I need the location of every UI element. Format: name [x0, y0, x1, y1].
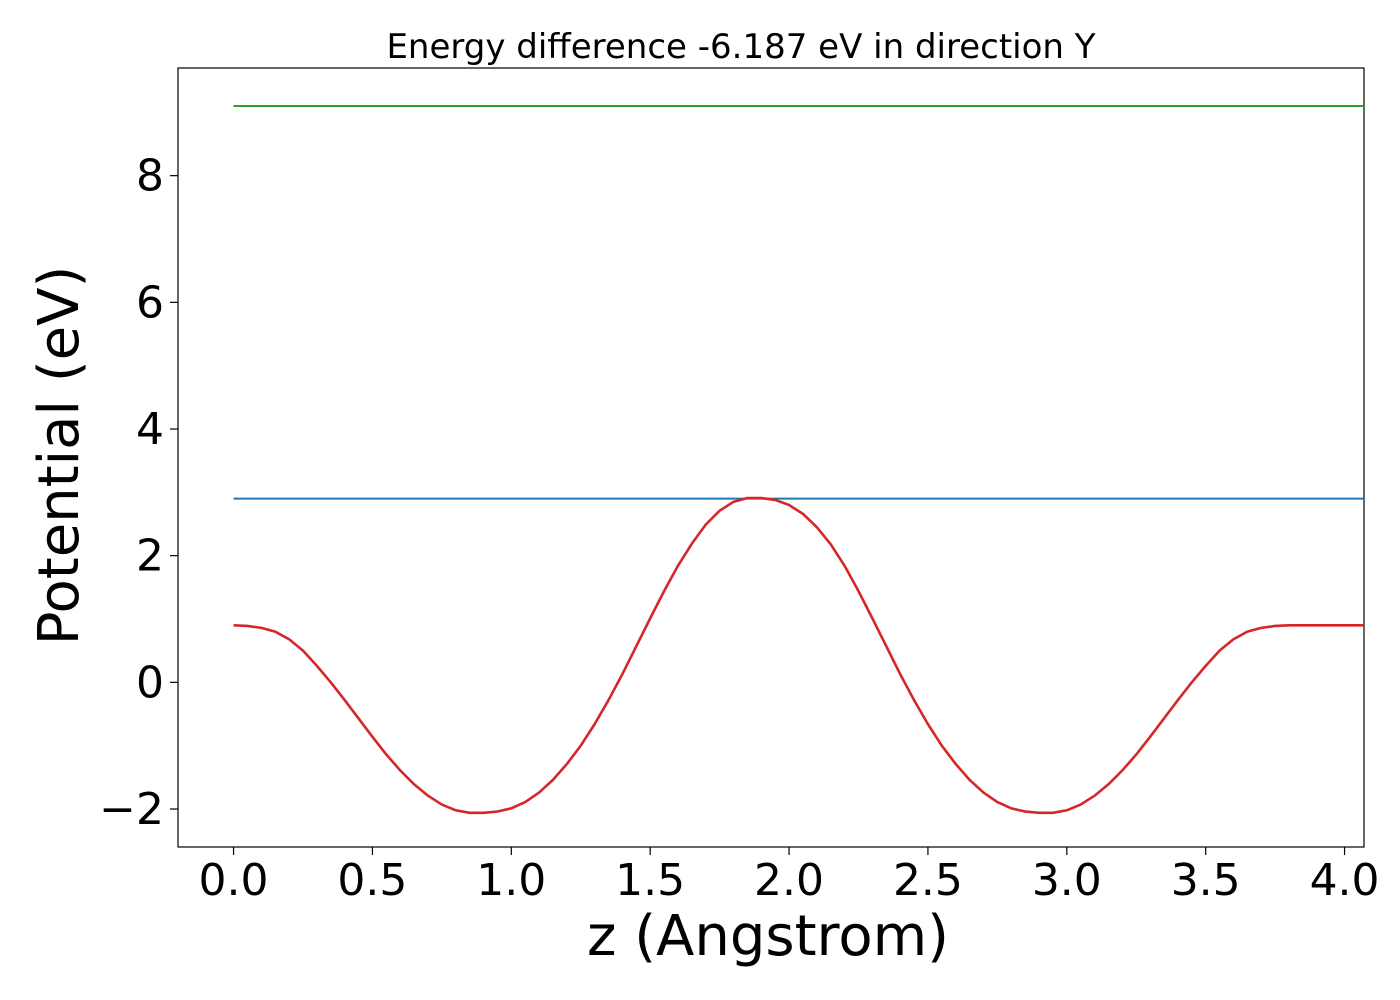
x-tick-label: 2.0	[754, 855, 824, 906]
x-tick-label: 1.0	[476, 855, 546, 906]
y-axis-label: Potential (eV)	[27, 266, 92, 646]
x-tick-label: 0.5	[337, 855, 407, 906]
y-tick-label: 4	[136, 404, 164, 455]
y-tick-label: 0	[136, 657, 164, 708]
series-line-2	[233, 496, 1364, 815]
x-tick-label: 4.0	[1310, 855, 1380, 906]
y-axis-ticks: −2 0 2 4 6 8	[99, 151, 178, 835]
series-layer	[233, 105, 1364, 815]
x-tick-label: 2.5	[893, 855, 963, 906]
x-axis-label: z (Angstrom)	[587, 904, 949, 969]
y-tick-label: 6	[136, 277, 164, 328]
x-tick-label: 1.5	[615, 855, 685, 906]
chart-title: Energy difference -6.187 eV in direction…	[386, 27, 1095, 67]
x-tick-label: 3.0	[1032, 855, 1102, 906]
plot-frame	[177, 67, 1365, 848]
x-axis-ticks: 0.0 0.5 1.0 1.5 2.0 2.5 3.0 3.5 4.0	[199, 847, 1380, 906]
y-tick-label: −2	[99, 784, 164, 835]
x-tick-label: 0.0	[199, 855, 269, 906]
x-tick-label: 3.5	[1171, 855, 1241, 906]
y-tick-label: 8	[136, 151, 164, 202]
y-tick-label: 2	[136, 531, 164, 582]
